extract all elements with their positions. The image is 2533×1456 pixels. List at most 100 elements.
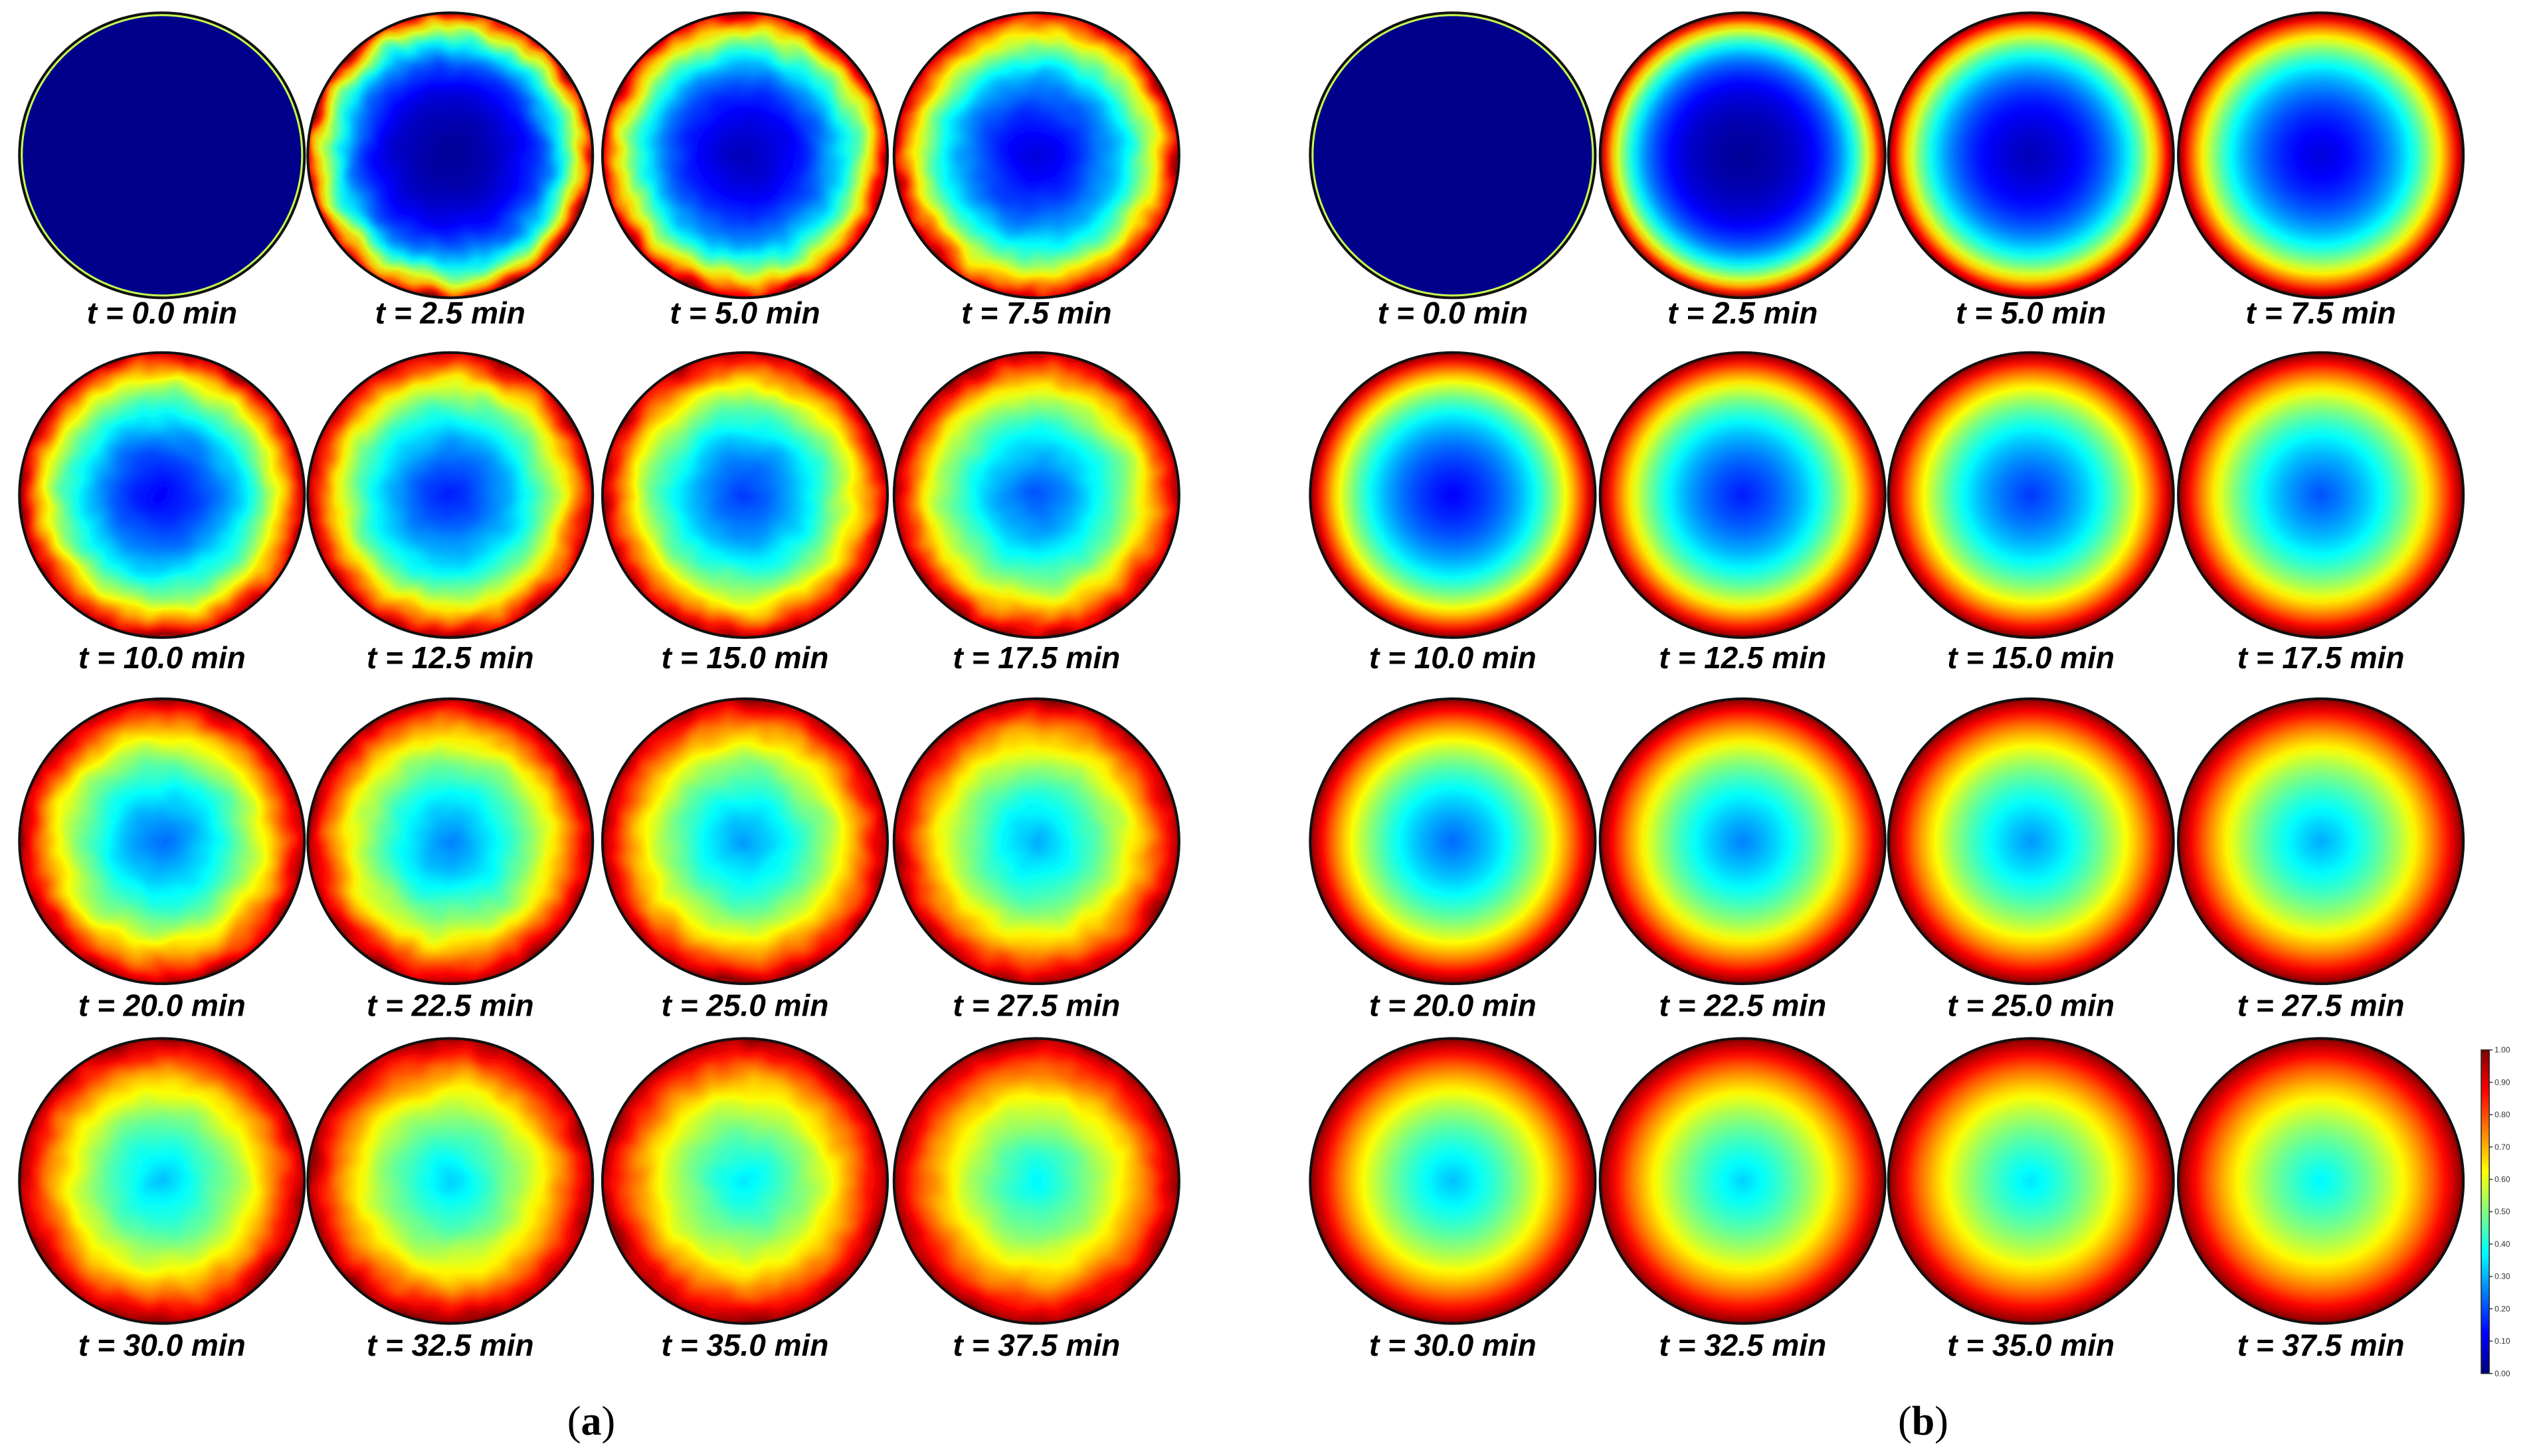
colorbar-tick-label: 0.40 — [2494, 1239, 2510, 1249]
disc-outline — [892, 11, 1180, 300]
concentration-field — [308, 1038, 593, 1324]
disc-outline — [601, 1037, 890, 1325]
concentration-field — [2178, 352, 2464, 638]
panel-b: t = 0.0 min t = 2.5 min t = 5.0 min t = 7.5… — [1309, 11, 2465, 1362]
time-label: t = 12.5 min — [1659, 640, 1826, 675]
time-label: t = 0.0 min — [1378, 296, 1528, 330]
disc-outline — [18, 351, 306, 639]
panel-a: t = 0.0 min t = 2.5 min t = 5.0 min t = 7.5… — [18, 11, 1180, 1362]
colorbar-gradient — [2481, 1049, 2490, 1374]
disc-outline — [1887, 11, 2175, 300]
concentration-field — [602, 13, 888, 298]
snapshot-disc — [19, 13, 305, 298]
snapshot-disc — [308, 698, 593, 984]
snapshot-disc — [308, 352, 593, 638]
time-label: t = 0.0 min — [87, 296, 237, 330]
concentration-field — [1888, 13, 2174, 298]
colorbar-tick-label: 0.00 — [2494, 1369, 2510, 1378]
concentration-field — [1600, 13, 1885, 298]
concentration-field — [602, 1038, 888, 1324]
concentration-field — [1310, 698, 1596, 984]
snapshot-disc — [602, 352, 888, 638]
disc-outline — [1309, 697, 1597, 986]
concentration-field — [1600, 698, 1885, 984]
snapshot-disc — [19, 1038, 305, 1324]
snapshot-disc — [2178, 352, 2464, 638]
snapshot-disc — [1600, 352, 1885, 638]
concentration-field — [893, 352, 1179, 638]
snapshot-disc — [1600, 698, 1885, 984]
snapshot-disc — [2178, 13, 2464, 298]
time-label: t = 27.5 min — [2237, 988, 2405, 1023]
concentration-field — [1888, 698, 2174, 984]
concentration-field — [308, 13, 593, 298]
disc-outline — [892, 697, 1180, 986]
snapshot-disc — [893, 1038, 1179, 1324]
snapshot-disc — [602, 698, 888, 984]
snapshot-disc — [19, 698, 305, 984]
time-label: t = 22.5 min — [1659, 988, 1826, 1023]
time-label: t = 17.5 min — [2237, 640, 2405, 675]
disc-outline — [601, 697, 890, 986]
colorbar-tick-label: 1.00 — [2494, 1046, 2510, 1055]
disc-outline — [601, 11, 890, 300]
concentration-field — [308, 698, 593, 984]
snapshot-disc — [1600, 13, 1885, 298]
initial-rim — [20, 13, 304, 298]
panel-label-b: (b) — [1898, 1399, 1948, 1444]
disc-outline — [2177, 351, 2465, 639]
time-label: t = 35.0 min — [1947, 1328, 2114, 1362]
concentration-field — [1310, 13, 1596, 298]
concentration-field — [602, 352, 888, 638]
concentration-field — [1888, 1038, 2174, 1324]
snapshot-disc — [602, 1038, 888, 1324]
concentration-field — [19, 13, 305, 298]
disc-outline — [1309, 11, 1597, 300]
disc-outline — [306, 11, 595, 300]
time-label: t = 2.5 min — [375, 296, 525, 330]
disc-outline — [1887, 351, 2175, 639]
disc-outline — [892, 351, 1180, 639]
snapshot-disc — [893, 698, 1179, 984]
time-label: t = 37.5 min — [953, 1328, 1120, 1362]
colorbar-tick-label: 0.80 — [2494, 1110, 2510, 1119]
disc-outline — [1309, 1037, 1597, 1325]
colorbar-tick-label: 0.70 — [2494, 1142, 2510, 1152]
concentration-field — [2178, 1038, 2464, 1324]
disc-outline — [601, 351, 890, 639]
snapshot-disc — [1888, 1038, 2174, 1324]
snapshot-disc — [308, 13, 593, 298]
snapshot-disc — [1310, 13, 1596, 298]
time-label: t = 30.0 min — [78, 1328, 246, 1362]
snapshot-disc — [1310, 1038, 1596, 1324]
disc-outline — [18, 11, 306, 300]
time-label: t = 22.5 min — [367, 988, 534, 1023]
snapshot-disc — [1310, 698, 1596, 984]
time-label: t = 25.0 min — [662, 988, 829, 1023]
time-label: t = 32.5 min — [1659, 1328, 1826, 1362]
concentration-field — [19, 1038, 305, 1324]
disc-outline — [2177, 697, 2465, 986]
snapshot-disc — [893, 352, 1179, 638]
colorbar: 0.00 0.10 0.20 0.30 0.40 0.50 0.60 0.70 0.80 0.90… — [2481, 1046, 2510, 1378]
colorbar-tick-label: 0.30 — [2494, 1272, 2510, 1281]
disc-outline — [1598, 697, 1887, 986]
snapshot-disc — [1888, 13, 2174, 298]
disc-outline — [1309, 351, 1597, 639]
time-label: t = 20.0 min — [1369, 988, 1537, 1023]
colorbar-tick-label: 0.10 — [2494, 1336, 2510, 1346]
colorbar-tick-label: 0.60 — [2494, 1175, 2510, 1184]
colorbar-tick-label: 0.20 — [2494, 1304, 2510, 1313]
snapshot-disc — [19, 352, 305, 638]
concentration-field — [308, 352, 593, 638]
time-label: t = 37.5 min — [2237, 1328, 2405, 1362]
disc-outline — [1887, 697, 2175, 986]
concentration-field — [19, 698, 305, 984]
disc-outline — [1598, 351, 1887, 639]
initial-rim — [1311, 13, 1595, 298]
snapshot-disc — [893, 13, 1179, 298]
snapshot-disc — [1600, 1038, 1885, 1324]
panel-label-a: (a) — [567, 1399, 615, 1444]
colorbar-tick-label: 0.50 — [2494, 1207, 2510, 1216]
snapshot-disc — [308, 1038, 593, 1324]
